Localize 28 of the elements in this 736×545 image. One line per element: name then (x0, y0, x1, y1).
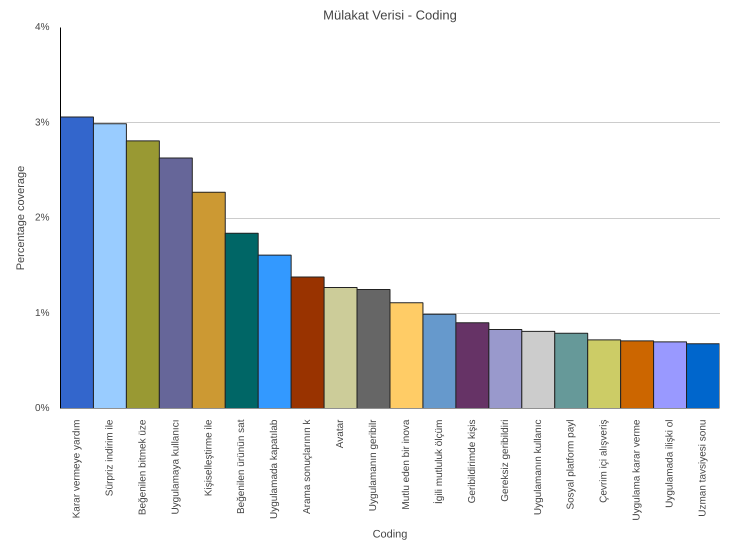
y-tick-label: 3% (35, 117, 50, 128)
x-tick-label: Uygulamada kapatılab (269, 419, 280, 520)
chart-title: Mülakat Verisi - Coding (323, 8, 457, 22)
x-tick-label: Uygulamada ilişki ol (664, 419, 676, 508)
y-axis-title: Percentage coverage (15, 166, 28, 270)
x-tick-label: Sürpriz indirim ile (104, 419, 116, 496)
x-tick-label: Uygulama karar verme (632, 419, 643, 521)
y-tick-label: 2% (35, 212, 50, 224)
y-tick-label: 0% (35, 403, 50, 414)
x-tick-label: Uygulamanın geribilr (368, 418, 380, 512)
y-tick-label: 4% (35, 22, 50, 33)
x-tick-label: Çevrim içi alışveriş (598, 419, 610, 503)
x-axis-title: Coding (372, 528, 408, 541)
x-tick-label: Uygulamanın kullanıc (532, 419, 544, 516)
x-tick-label: Geribildirimde kişis (466, 420, 478, 504)
x-tick-label: Karar vermeye yardım (71, 419, 82, 518)
y-tick-label: 1% (35, 308, 50, 319)
x-tick-label: Uygulamaya kullanıcı (170, 419, 182, 515)
x-tick-label: İgili mutluluk ölçüm (432, 419, 445, 504)
x-tick-label: Mutlu eden bir inova (400, 419, 412, 510)
x-tick-label: Kişiselleştirme ile (203, 419, 214, 496)
x-tick-label: Uzman tavsiyesi sonu (698, 419, 709, 517)
x-tick-label: Avatar (335, 418, 346, 448)
x-tick-label: Arama sonuçlarının k (302, 418, 314, 514)
x-tick-label: Beğenilen ürünün sat (236, 419, 248, 514)
x-tick-label: Beğenilen bitmek üze (137, 419, 148, 516)
x-tick-label: Gereksiz geribildiri (500, 419, 511, 502)
x-tick-label: Sosyal platform payl (566, 419, 577, 510)
